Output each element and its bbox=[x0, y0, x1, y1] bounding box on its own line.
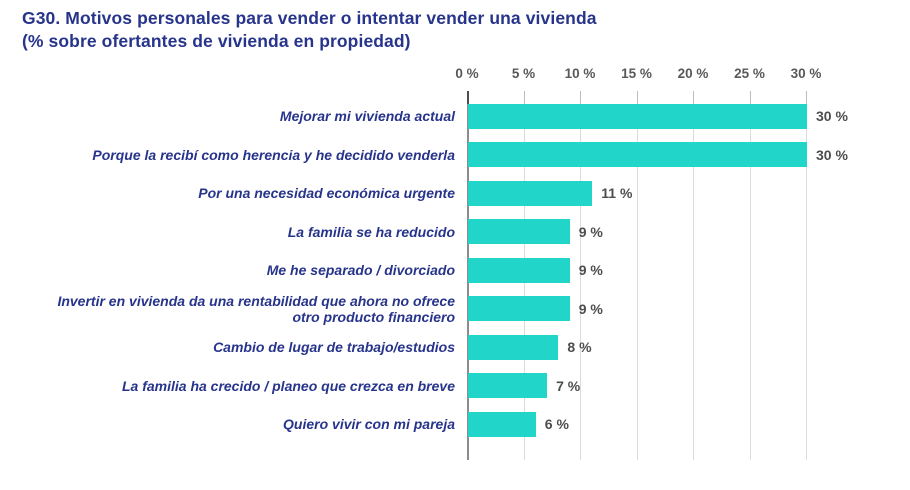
value-label: 6 % bbox=[544, 416, 569, 433]
bar-row: Me he separado / divorciado 9 % bbox=[0, 251, 910, 290]
x-axis-tick-label: 10 % bbox=[564, 66, 596, 81]
category-label: Porque la recibí como herencia y he deci… bbox=[92, 146, 455, 163]
bar-track: 30 % bbox=[467, 103, 910, 129]
category-label: Por una necesidad económica urgente bbox=[198, 185, 455, 202]
x-axis-tick-label: 5 % bbox=[511, 66, 536, 81]
value-label: 30 % bbox=[816, 146, 848, 163]
bar-track: 9 % bbox=[467, 296, 910, 322]
x-axis-tick-mark bbox=[693, 91, 694, 104]
chart-title-line2: (% sobre ofertantes de vivienda en propi… bbox=[22, 31, 411, 51]
bar bbox=[468, 103, 807, 129]
bar-row: La familia ha crecido / planeo que crezc… bbox=[0, 367, 910, 406]
bar bbox=[468, 373, 548, 399]
bar-track: 30 % bbox=[467, 142, 910, 168]
gridline bbox=[693, 104, 694, 460]
category-label: La familia ha crecido / planeo que crezc… bbox=[121, 377, 455, 394]
bar bbox=[468, 257, 570, 283]
value-label: 9 % bbox=[578, 300, 603, 317]
value-label: 30 % bbox=[816, 108, 848, 125]
bar-track: 8 % bbox=[467, 334, 910, 360]
x-axis-tick-label: 0 % bbox=[455, 66, 479, 81]
bar-track: 11 % bbox=[467, 180, 910, 206]
x-axis-tick-label: 15 % bbox=[621, 66, 652, 81]
category-label: Mejorar mi vivienda actual bbox=[279, 108, 455, 125]
bar bbox=[468, 296, 570, 322]
gridline bbox=[749, 104, 751, 460]
bar-row: Invertir en vivienda da una rentabilidad… bbox=[0, 290, 910, 329]
bar bbox=[468, 142, 807, 168]
bar-row: Quiero vivir con mi pareja 6 % bbox=[0, 405, 910, 444]
bar-row: Porque la recibí como herencia y he deci… bbox=[0, 136, 910, 175]
x-axis-tick-mark bbox=[523, 91, 525, 104]
x-axis-tick-label: 20 % bbox=[677, 66, 709, 81]
category-label: Cambio de lugar de trabajo/estudios bbox=[213, 339, 455, 356]
bar-track: 9 % bbox=[467, 257, 910, 283]
value-label: 11 % bbox=[601, 185, 633, 202]
chart-title-line1: G30. Motivos personales para vender o in… bbox=[22, 8, 597, 28]
x-axis-tick-mark bbox=[636, 91, 638, 104]
bar-row: Mejorar mi vivienda actual 30 % bbox=[0, 97, 910, 136]
chart-title: G30. Motivos personales para vender o in… bbox=[22, 7, 597, 53]
category-label: Invertir en vivienda da una rentabilidad… bbox=[57, 292, 455, 325]
bar-track: 9 % bbox=[467, 219, 910, 245]
gridline bbox=[636, 104, 638, 460]
bar-row: La familia se ha reducido 9 % bbox=[0, 213, 910, 252]
bar-row: Cambio de lugar de trabajo/estudios 8 % bbox=[0, 328, 910, 367]
x-axis-tick-mark bbox=[749, 91, 751, 104]
category-label: Quiero vivir con mi pareja bbox=[283, 416, 455, 433]
x-axis-tick-mark bbox=[467, 91, 469, 104]
category-label: La familia se ha reducido bbox=[287, 223, 455, 240]
x-axis-tick-label: 30 % bbox=[790, 66, 822, 81]
bar bbox=[468, 180, 593, 206]
x-axis-tick-label: 25 % bbox=[734, 66, 765, 81]
x-axis-tick-mark bbox=[806, 91, 807, 104]
gridline bbox=[580, 104, 581, 460]
value-label: 9 % bbox=[578, 223, 603, 240]
category-label: Me he separado / divorciado bbox=[266, 262, 455, 279]
bar bbox=[468, 411, 536, 437]
bar-track: 7 % bbox=[467, 373, 910, 399]
bar-rows: Mejorar mi vivienda actual 30 % Porque la … bbox=[0, 97, 910, 444]
value-label: 8 % bbox=[567, 339, 592, 356]
value-label: 9 % bbox=[578, 262, 603, 279]
x-axis-tick-mark bbox=[580, 91, 581, 104]
bar-track: 6 % bbox=[467, 411, 910, 437]
bar bbox=[468, 334, 559, 360]
bar-row: Por una necesidad económica urgente 11 % bbox=[0, 174, 910, 213]
value-label: 7 % bbox=[556, 377, 581, 394]
gridline bbox=[806, 104, 807, 460]
bar bbox=[468, 219, 570, 245]
